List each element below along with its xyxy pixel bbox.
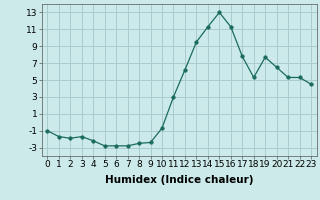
X-axis label: Humidex (Indice chaleur): Humidex (Indice chaleur) bbox=[105, 175, 253, 185]
